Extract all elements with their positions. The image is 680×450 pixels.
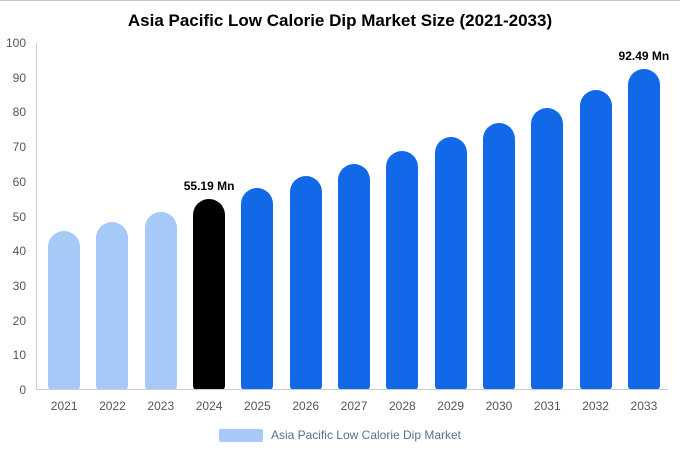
- y-tick-label: 40: [12, 244, 26, 259]
- bar-2029: [434, 137, 467, 390]
- bar-column-2027: 2027: [330, 43, 378, 413]
- bar-2033: 92.49 Mn: [619, 49, 669, 390]
- y-tick-label: 70: [12, 140, 26, 155]
- x-tick-label-2023: 2023: [147, 399, 175, 413]
- y-tick-label: 100: [5, 36, 26, 50]
- chart-title: Asia Pacific Low Calorie Dip Market Size…: [127, 11, 553, 30]
- bar-column-2026: 2026: [282, 43, 330, 413]
- legend: Asia Pacific Low Calorie Dip Market: [0, 428, 680, 442]
- bar-column-2031: 2031: [523, 43, 571, 413]
- bar-column-2025: 2025: [233, 43, 281, 413]
- bar-column-2023: 2023: [137, 43, 185, 413]
- y-tick-label: 90: [12, 70, 26, 85]
- bar-column-2024: 55.19 Mn 2024: [184, 43, 235, 414]
- x-tick-label-2024: 2024: [195, 399, 223, 413]
- y-tick-label: 0: [19, 383, 26, 397]
- x-tick-label-2021: 2021: [50, 399, 78, 413]
- x-tick-label-2028: 2028: [388, 399, 416, 413]
- bar-2021: [48, 231, 81, 390]
- x-tick-label-2032: 2032: [582, 399, 609, 413]
- bar-column-2032: 2032: [571, 43, 619, 413]
- bar-column-2022: 2022: [88, 43, 136, 413]
- bar-column-2029: 2029: [427, 43, 475, 413]
- bar-2023: [144, 212, 177, 390]
- x-tick-label-2030: 2030: [485, 399, 513, 413]
- plot-area: 0 10 20 30 40 50 60 70 80 90 100 2021 2022 2023 55.19…: [6, 37, 670, 414]
- y-tick-label: 20: [12, 313, 26, 328]
- bar-2028: [386, 150, 419, 390]
- bar-2032: [579, 89, 612, 390]
- bar-2022: [96, 222, 129, 390]
- bar-column-2021: 2021: [40, 43, 88, 413]
- legend-label: Asia Pacific Low Calorie Dip Market: [270, 428, 462, 442]
- x-tick-label-2029: 2029: [437, 399, 464, 413]
- bar-2030: [482, 122, 515, 390]
- legend-swatch: [218, 428, 263, 442]
- bar-column-2030: 2030: [475, 43, 523, 413]
- x-tick-label-2031: 2031: [533, 399, 561, 413]
- bar-2025: [241, 187, 274, 390]
- x-tick-label-2033: 2033: [630, 399, 658, 413]
- x-tick-label-2026: 2026: [292, 399, 320, 413]
- y-tick-label: 80: [12, 105, 26, 120]
- bar-column-2033: 92.49 Mn 2033: [619, 43, 670, 413]
- bar-value-label-2033: 92.49 Mn: [618, 49, 670, 64]
- y-tick-label: 10: [12, 348, 26, 363]
- x-tick-label-2025: 2025: [244, 399, 271, 413]
- bar-column-2028: 2028: [378, 43, 426, 413]
- bar-2027: [338, 163, 371, 390]
- bar-value-label-2024: 55.19 Mn: [183, 178, 235, 193]
- y-axis: 0 10 20 30 40 50 60 70 80 90 100: [0, 37, 30, 396]
- x-axis-line: [36, 389, 668, 390]
- bar-2024: 55.19 Mn: [184, 179, 234, 390]
- y-axis-line: [36, 43, 37, 390]
- y-tick-label: 60: [12, 174, 26, 189]
- x-tick-label-2022: 2022: [99, 399, 126, 413]
- bar-2026: [289, 175, 322, 390]
- x-tick-label-2027: 2027: [340, 399, 368, 413]
- bar-2031: [531, 107, 564, 390]
- y-tick-label: 50: [12, 209, 26, 224]
- bars: 2021 2022 2023 55.19 Mn 2024 2025 2026 2027 2028…: [40, 43, 670, 414]
- y-tick-label: 30: [12, 278, 26, 293]
